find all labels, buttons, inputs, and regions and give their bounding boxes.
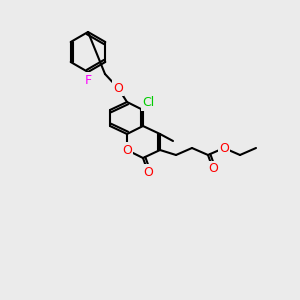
Text: F: F (84, 74, 92, 86)
Text: O: O (113, 82, 123, 94)
Text: Cl: Cl (142, 97, 154, 110)
Text: O: O (208, 163, 218, 176)
Text: O: O (219, 142, 229, 154)
Text: O: O (143, 166, 153, 178)
Text: O: O (122, 143, 132, 157)
